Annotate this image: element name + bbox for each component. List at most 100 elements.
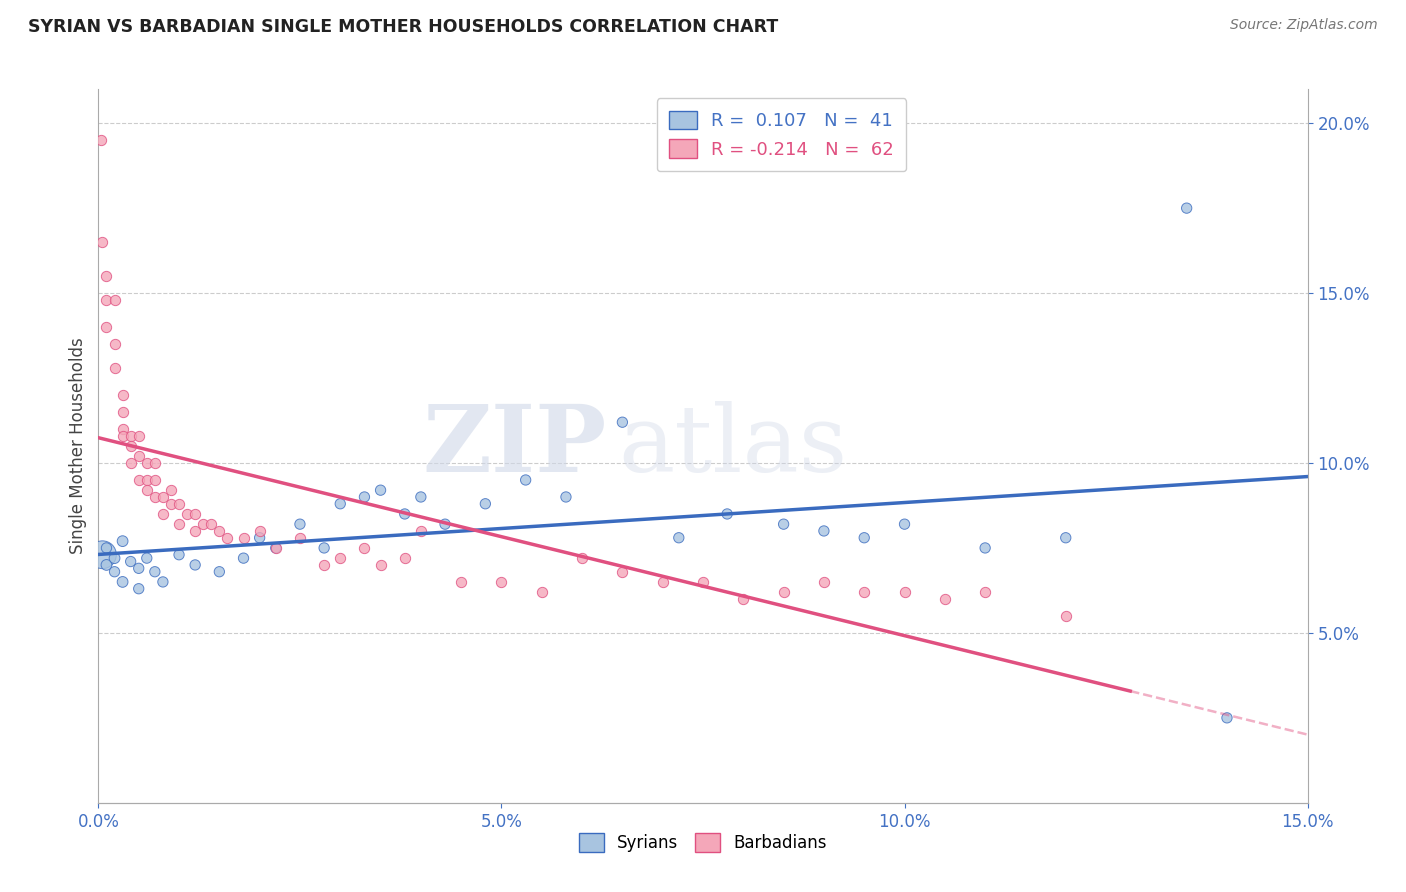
- Point: [91, 548, 114, 562]
- Text: ZIP: ZIP: [422, 401, 606, 491]
- Point: [353, 541, 375, 555]
- Point: [128, 582, 150, 596]
- Point: [853, 585, 876, 599]
- Point: [571, 551, 593, 566]
- Point: [152, 574, 174, 589]
- Point: [167, 517, 190, 532]
- Point: [353, 490, 375, 504]
- Point: [853, 531, 876, 545]
- Y-axis label: Single Mother Households: Single Mother Households: [69, 338, 87, 554]
- Point: [394, 551, 416, 566]
- Point: [288, 517, 311, 532]
- Point: [612, 415, 634, 429]
- Point: [329, 497, 352, 511]
- Point: [515, 473, 537, 487]
- Point: [450, 574, 472, 589]
- Point: [111, 429, 134, 443]
- Point: [394, 507, 416, 521]
- Point: [974, 541, 997, 555]
- Point: [152, 507, 174, 521]
- Point: [184, 507, 207, 521]
- Legend: Syrians, Barbadians: Syrians, Barbadians: [572, 827, 834, 859]
- Point: [120, 456, 142, 470]
- Text: SYRIAN VS BARBADIAN SINGLE MOTHER HOUSEHOLDS CORRELATION CHART: SYRIAN VS BARBADIAN SINGLE MOTHER HOUSEH…: [28, 18, 779, 36]
- Point: [103, 551, 125, 566]
- Point: [160, 483, 183, 498]
- Point: [1175, 201, 1198, 215]
- Point: [193, 517, 215, 532]
- Point: [103, 293, 125, 307]
- Point: [813, 524, 835, 538]
- Point: [135, 456, 157, 470]
- Point: [135, 551, 157, 566]
- Point: [143, 490, 166, 504]
- Point: [1216, 711, 1239, 725]
- Point: [668, 531, 690, 545]
- Point: [143, 456, 166, 470]
- Point: [1054, 531, 1077, 545]
- Point: [232, 531, 254, 545]
- Point: [103, 337, 125, 351]
- Point: [152, 490, 174, 504]
- Point: [434, 517, 457, 532]
- Point: [692, 574, 714, 589]
- Point: [370, 558, 392, 572]
- Point: [264, 541, 287, 555]
- Point: [111, 388, 134, 402]
- Point: [612, 565, 634, 579]
- Point: [96, 558, 118, 572]
- Point: [530, 585, 553, 599]
- Point: [160, 497, 183, 511]
- Point: [111, 405, 134, 419]
- Point: [813, 574, 835, 589]
- Point: [128, 429, 150, 443]
- Text: Source: ZipAtlas.com: Source: ZipAtlas.com: [1230, 18, 1378, 32]
- Point: [128, 473, 150, 487]
- Point: [409, 490, 432, 504]
- Point: [555, 490, 578, 504]
- Point: [200, 517, 222, 532]
- Point: [111, 574, 134, 589]
- Point: [91, 235, 114, 249]
- Point: [772, 585, 794, 599]
- Point: [208, 524, 231, 538]
- Point: [491, 574, 513, 589]
- Point: [96, 269, 118, 284]
- Point: [103, 565, 125, 579]
- Point: [329, 551, 352, 566]
- Point: [96, 320, 118, 334]
- Point: [893, 517, 915, 532]
- Point: [651, 574, 673, 589]
- Point: [1054, 608, 1077, 623]
- Point: [314, 558, 336, 572]
- Point: [249, 524, 271, 538]
- Point: [232, 551, 254, 566]
- Point: [120, 439, 142, 453]
- Point: [143, 473, 166, 487]
- Point: [128, 449, 150, 463]
- Point: [733, 591, 755, 606]
- Point: [103, 360, 125, 375]
- Text: atlas: atlas: [619, 401, 848, 491]
- Point: [249, 531, 271, 545]
- Point: [184, 558, 207, 572]
- Point: [772, 517, 794, 532]
- Point: [288, 531, 311, 545]
- Point: [176, 507, 198, 521]
- Point: [716, 507, 738, 521]
- Point: [128, 561, 150, 575]
- Point: [120, 555, 142, 569]
- Point: [208, 565, 231, 579]
- Point: [135, 473, 157, 487]
- Point: [143, 565, 166, 579]
- Point: [314, 541, 336, 555]
- Point: [264, 541, 287, 555]
- Point: [409, 524, 432, 538]
- Point: [96, 293, 118, 307]
- Point: [111, 422, 134, 436]
- Point: [217, 531, 239, 545]
- Point: [111, 534, 134, 549]
- Point: [893, 585, 915, 599]
- Point: [934, 591, 956, 606]
- Point: [474, 497, 496, 511]
